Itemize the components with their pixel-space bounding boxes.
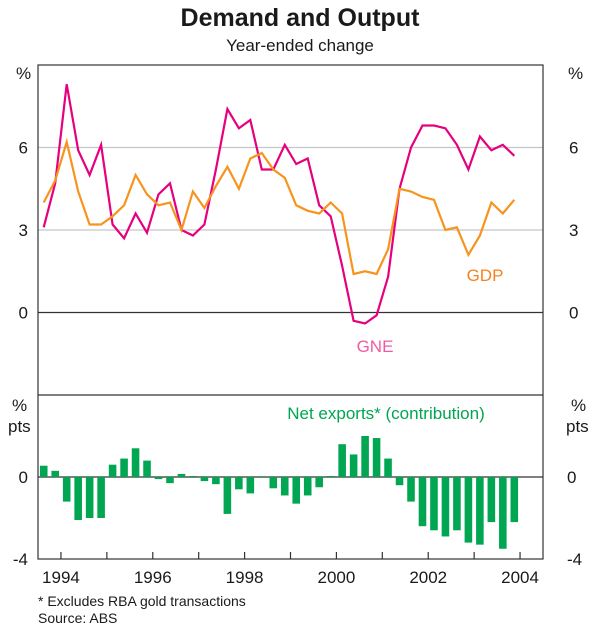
y-tick-label-right-bottom: -4 [567, 550, 582, 569]
bar [499, 477, 507, 549]
bar [212, 477, 220, 485]
bar [235, 477, 243, 490]
bar [177, 473, 186, 477]
bar [349, 454, 358, 477]
y-tick-label-left: 6 [19, 139, 28, 158]
bar [292, 477, 301, 504]
bar [74, 477, 82, 521]
footnote: * Excludes RBA gold transactions [38, 593, 246, 609]
bar [395, 477, 404, 486]
bar [258, 477, 266, 478]
bar [154, 477, 163, 480]
y-unit-left-bottom-1: % [12, 396, 27, 415]
y-unit-right-bottom-1: % [571, 396, 586, 415]
bar [326, 475, 335, 477]
x-tick-label: 2000 [317, 568, 355, 587]
bar [315, 477, 323, 488]
bar [51, 470, 60, 477]
bar [476, 477, 484, 545]
bar [280, 477, 289, 496]
y-tick-label-right: 6 [569, 139, 578, 158]
bar [453, 477, 461, 531]
y-tick-label-left: 0 [19, 304, 28, 323]
bar [120, 458, 128, 477]
bar [200, 477, 209, 482]
bar [361, 436, 369, 477]
frame-layer [37, 64, 544, 560]
bar [85, 477, 94, 518]
bar [303, 477, 312, 496]
bar [143, 460, 151, 477]
y-unit-right-bottom-2: pts [566, 417, 589, 436]
label-layer: 0 0 3 3 6 6% % -4 -4 0 0% pts% pts Net exports* (cont… [8, 64, 589, 587]
bar [189, 475, 197, 477]
y-unit-left-bottom-2: pts [8, 417, 31, 436]
y-unit-right: % [568, 64, 583, 83]
y-tick-label-right-bottom: 0 [567, 468, 576, 487]
x-tick-label: 2004 [501, 568, 539, 587]
bottom-panel-title: Net exports* (contribution) [287, 404, 484, 423]
y-tick-label-left: 3 [19, 221, 28, 240]
x-tick-label: 1994 [42, 568, 80, 587]
series-line-gne [42, 84, 516, 325]
bar [97, 477, 105, 518]
bar [464, 477, 473, 543]
bar [39, 465, 48, 477]
x-tick-label: 2002 [409, 568, 447, 587]
bar [418, 477, 427, 527]
y-unit-left: % [16, 64, 31, 83]
bar [269, 477, 278, 489]
grid-layer [38, 146, 543, 478]
bar [487, 477, 496, 523]
bar [166, 477, 174, 484]
bar [407, 477, 415, 502]
x-tick-label: 1998 [226, 568, 264, 587]
bar [223, 477, 232, 514]
bar [131, 448, 140, 477]
y-tick-label-left-bottom: -4 [13, 550, 28, 569]
bar [62, 477, 71, 502]
source-note: Source: ABS [38, 610, 118, 626]
x-tick-label: 1996 [134, 568, 172, 587]
chart-title: Demand and Output [180, 4, 420, 32]
bar [430, 477, 438, 531]
series-label-gdp: GDP [467, 266, 504, 285]
chart-subtitle: Year-ended change [226, 36, 374, 55]
series-label-gne: GNE [357, 337, 394, 356]
bar [384, 458, 392, 477]
bar [510, 477, 519, 523]
bar [108, 464, 117, 477]
line-layer [42, 84, 516, 325]
series-line-gdp [42, 137, 516, 276]
bar [441, 477, 450, 537]
bar-layer [39, 436, 519, 549]
y-tick-label-right: 0 [569, 304, 578, 323]
y-tick-label-left-bottom: 0 [19, 468, 28, 487]
bar [338, 444, 346, 477]
y-tick-label-right: 3 [569, 221, 578, 240]
bar [372, 438, 381, 477]
bar [246, 477, 255, 494]
